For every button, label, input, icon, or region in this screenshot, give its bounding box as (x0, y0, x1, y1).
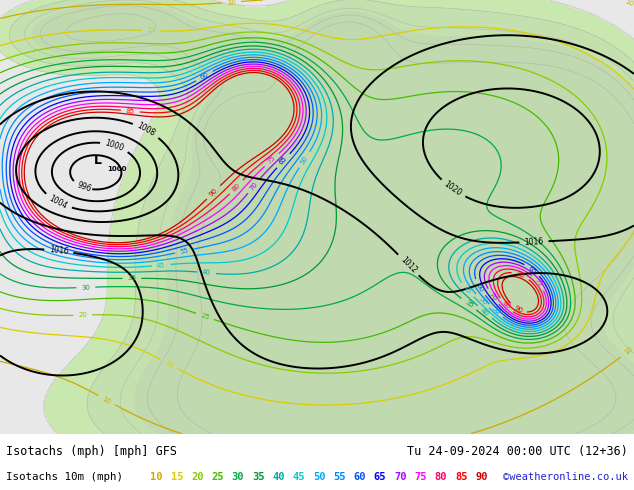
Text: 60: 60 (199, 71, 210, 81)
Text: 20: 20 (78, 312, 87, 318)
Text: 70: 70 (249, 180, 259, 191)
Text: 50: 50 (300, 154, 309, 165)
Text: 65: 65 (527, 265, 538, 275)
Text: 75: 75 (533, 277, 543, 288)
Text: 80: 80 (231, 182, 242, 192)
Text: 45: 45 (462, 285, 472, 295)
Text: 80: 80 (501, 300, 512, 311)
Text: 60: 60 (475, 282, 485, 293)
Text: 70: 70 (394, 471, 406, 482)
Text: 1000: 1000 (108, 166, 127, 172)
Text: 15: 15 (146, 27, 155, 34)
Text: 65: 65 (278, 155, 288, 166)
Text: 10: 10 (624, 0, 634, 8)
Text: 15: 15 (164, 359, 174, 369)
Text: 25: 25 (211, 471, 224, 482)
Text: Tu 24-09-2024 00:00 UTC (12+36): Tu 24-09-2024 00:00 UTC (12+36) (407, 445, 628, 458)
Text: 25: 25 (200, 312, 210, 320)
Text: 10: 10 (623, 346, 634, 356)
Text: 15: 15 (171, 471, 183, 482)
Text: 55: 55 (179, 247, 189, 255)
Text: 90: 90 (513, 304, 524, 314)
Text: Isotachs 10m (mph): Isotachs 10m (mph) (6, 471, 124, 482)
Text: 60: 60 (354, 471, 366, 482)
Text: 75: 75 (266, 155, 277, 165)
Text: Isotachs (mph) [mph] GFS: Isotachs (mph) [mph] GFS (6, 445, 178, 458)
Text: 20: 20 (191, 471, 204, 482)
Text: 55: 55 (491, 306, 501, 316)
Text: 50: 50 (313, 471, 325, 482)
Text: 85: 85 (455, 471, 468, 482)
Text: 90: 90 (209, 187, 219, 197)
Text: L: L (94, 154, 102, 167)
Text: 50: 50 (477, 296, 488, 306)
Text: 40: 40 (272, 471, 285, 482)
Text: 35: 35 (127, 275, 136, 281)
Text: 85: 85 (126, 108, 135, 115)
Text: 40: 40 (202, 270, 211, 276)
Text: 65: 65 (374, 471, 386, 482)
Text: 90: 90 (476, 471, 488, 482)
Text: 1008: 1008 (136, 122, 157, 139)
Text: 75: 75 (415, 471, 427, 482)
Text: 45: 45 (292, 471, 305, 482)
Text: 1016: 1016 (49, 245, 69, 256)
Text: 1004: 1004 (48, 194, 69, 211)
Text: 70: 70 (488, 291, 498, 302)
Text: 30: 30 (81, 284, 91, 291)
Text: 35: 35 (252, 471, 264, 482)
Text: 10: 10 (101, 395, 112, 405)
Text: 10: 10 (227, 0, 236, 5)
Text: 30: 30 (231, 471, 244, 482)
Text: 85: 85 (515, 270, 526, 279)
Text: 996: 996 (76, 181, 93, 194)
Text: 1016: 1016 (524, 237, 544, 247)
Text: 1000: 1000 (104, 138, 125, 153)
Text: 1012: 1012 (398, 255, 418, 275)
Text: 45: 45 (157, 262, 166, 269)
Text: 1020: 1020 (443, 180, 463, 198)
Text: 40: 40 (479, 307, 490, 317)
Text: 10: 10 (150, 471, 163, 482)
Text: 35: 35 (463, 299, 474, 309)
Text: 80: 80 (435, 471, 448, 482)
Text: ©weatheronline.co.uk: ©weatheronline.co.uk (503, 471, 628, 482)
Text: 55: 55 (333, 471, 346, 482)
